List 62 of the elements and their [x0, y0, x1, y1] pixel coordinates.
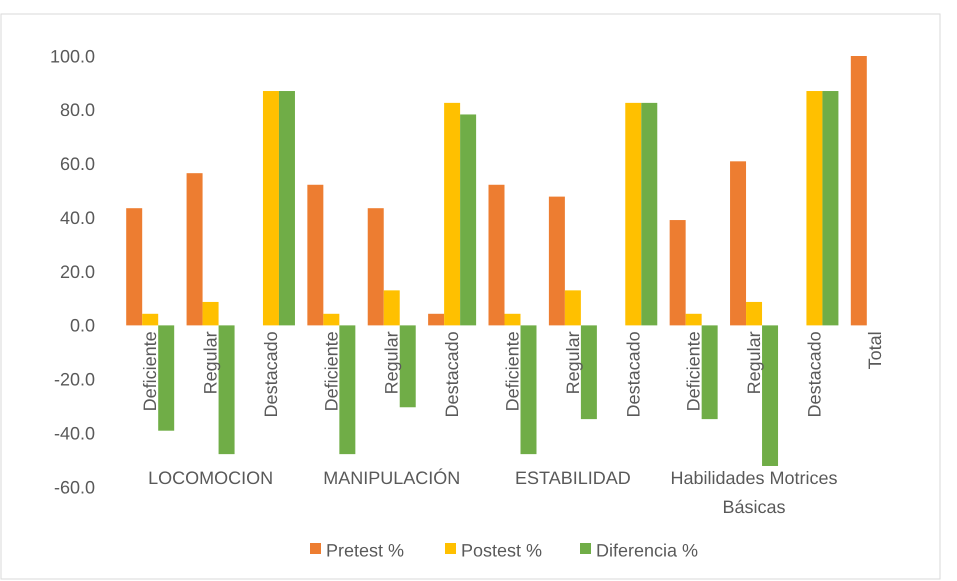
- x-tick-label: Regular: [382, 331, 402, 394]
- bar: [504, 314, 520, 326]
- bar: [686, 314, 702, 326]
- bar: [822, 91, 838, 326]
- x-tick-label: Total: [864, 331, 885, 370]
- annotation: LOCOMOCION: [148, 468, 274, 488]
- x-tick-label: Destacado: [260, 331, 281, 418]
- x-tick-label: Regular: [744, 331, 764, 394]
- bar: [384, 290, 400, 326]
- bar: [564, 290, 581, 326]
- x-tick-label: Deficiente: [502, 331, 522, 412]
- y-tick-label: 40.0: [60, 208, 95, 228]
- bar: [746, 302, 762, 326]
- bar: [368, 208, 384, 326]
- bar: [202, 302, 219, 326]
- x-tick-label: Regular: [562, 331, 583, 394]
- bar: [218, 325, 235, 454]
- bar: [142, 314, 158, 326]
- y-tick-label: 20.0: [60, 262, 95, 282]
- bar: [520, 325, 536, 454]
- x-tick-label: Destacado: [442, 331, 462, 418]
- y-tick-label: 0.0: [70, 316, 95, 336]
- bar: [806, 91, 822, 326]
- bar: [702, 325, 718, 420]
- x-tick-label: Deficiente: [321, 331, 342, 412]
- bar: [278, 91, 295, 326]
- legend-label: Diferencia %: [596, 540, 698, 560]
- bar: [126, 208, 142, 326]
- annotation: Habilidades Motrices Básicas: [670, 468, 838, 517]
- x-tick-label: Regular: [200, 331, 221, 394]
- bar: [730, 161, 746, 326]
- x-tick-label: Deficiente: [684, 331, 704, 412]
- x-tick-label: Deficiente: [140, 331, 160, 412]
- annotation: ESTABILIDAD: [515, 468, 631, 488]
- x-tick-label: Destacado: [804, 331, 824, 418]
- y-tick-label: -20.0: [54, 370, 95, 390]
- bar: [323, 314, 340, 326]
- bar: [670, 220, 686, 326]
- bar: [460, 114, 476, 326]
- x-tick-label: Destacado: [623, 331, 644, 418]
- bar: [762, 325, 778, 466]
- bar: [850, 56, 867, 326]
- bar: [400, 325, 416, 408]
- bar: [428, 314, 444, 326]
- legend-label: Pretest %: [326, 540, 404, 560]
- bar: [186, 173, 203, 326]
- bar: [488, 184, 504, 326]
- y-tick-label: 60.0: [60, 154, 95, 174]
- y-tick-label: -40.0: [54, 423, 95, 444]
- bar: [307, 184, 324, 326]
- bar: [444, 102, 460, 326]
- bar: [641, 102, 658, 326]
- bar: [548, 196, 565, 326]
- annotation: MANIPULACIÓN: [323, 468, 460, 488]
- legend-label: Postest %: [461, 540, 542, 560]
- bar: [625, 102, 642, 326]
- y-tick-label: -60.0: [54, 477, 95, 498]
- y-tick-label: 100.0: [50, 46, 95, 66]
- bar: [262, 91, 279, 326]
- y-tick-label: 80.0: [60, 100, 95, 120]
- bar: [158, 325, 174, 431]
- bar: [339, 325, 356, 454]
